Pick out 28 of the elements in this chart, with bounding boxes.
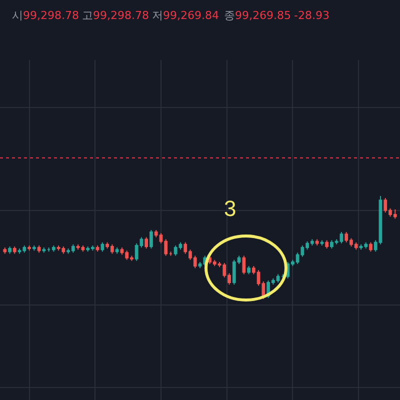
- candlestick: [315, 238, 319, 246]
- candlestick: [150, 230, 153, 250]
- candlestick: [242, 255, 246, 275]
- candlestick: [37, 244, 41, 254]
- candlestick: [47, 247, 50, 252]
- text: 고99,298.78: [82, 9, 149, 22]
- annotation: 3: [224, 196, 236, 221]
- candlestick: [3, 247, 7, 254]
- candlestick: [325, 240, 329, 250]
- candlestick: [320, 240, 324, 246]
- candlestick: [12, 246, 16, 254]
- candlestick: [8, 246, 12, 254]
- candlestick: [28, 244, 31, 252]
- candlestick: [96, 244, 100, 252]
- text: 시99,298.78: [12, 9, 79, 22]
- candlestick: [42, 247, 46, 254]
- text: -28.93: [294, 9, 330, 22]
- candlestick: [144, 236, 148, 250]
- candlestick: [115, 247, 119, 254]
- candlestick: [169, 251, 172, 256]
- candlestick: [281, 274, 285, 279]
- text: 종99,269.85: [224, 9, 291, 22]
- candlestick: [100, 242, 104, 252]
- candlestick: [369, 242, 372, 252]
- candlestick: [247, 266, 250, 275]
- text: 저99,269.84: [152, 9, 219, 22]
- candlestick: [32, 244, 36, 252]
- candlestick: [52, 244, 56, 252]
